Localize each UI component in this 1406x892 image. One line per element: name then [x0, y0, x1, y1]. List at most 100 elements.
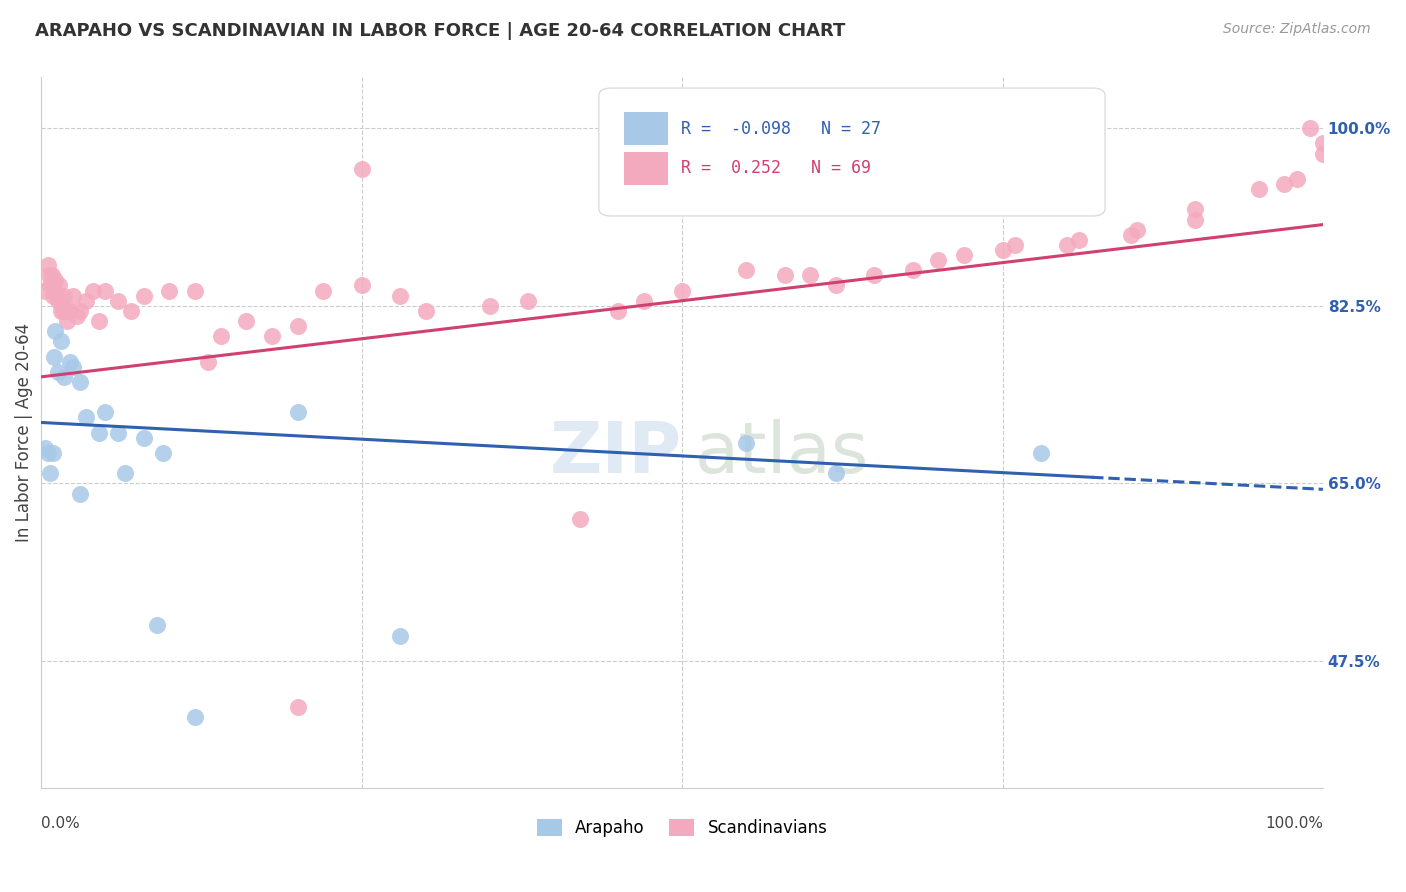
Point: [1056, 238, 1078, 252]
Point: [633, 293, 655, 308]
Point: [62, 359, 84, 374]
Point: [1004, 238, 1026, 252]
Point: [75, 293, 97, 308]
Point: [46, 365, 69, 379]
Point: [45, 288, 67, 302]
Point: [184, 284, 207, 298]
Point: [991, 243, 1014, 257]
Point: [235, 314, 257, 328]
Point: [69, 486, 91, 500]
Point: [1184, 212, 1206, 227]
Point: [568, 512, 591, 526]
Point: [94, 405, 117, 419]
Point: [44, 324, 66, 338]
Point: [799, 268, 821, 283]
Point: [44, 284, 66, 298]
Point: [260, 329, 283, 343]
Point: [671, 284, 693, 298]
Point: [1126, 222, 1149, 236]
Text: ZIP: ZIP: [550, 419, 682, 489]
Bar: [624, 152, 668, 185]
Point: [1286, 172, 1309, 186]
Point: [389, 288, 412, 302]
Point: [44, 273, 66, 287]
Point: [773, 268, 796, 283]
Point: [107, 425, 129, 440]
Point: [34, 284, 56, 298]
Point: [37, 446, 59, 460]
Point: [37, 258, 59, 272]
Point: [863, 268, 886, 283]
Bar: [624, 112, 668, 145]
Text: 100.0%: 100.0%: [1265, 816, 1323, 831]
Point: [62, 288, 84, 302]
Point: [312, 284, 335, 298]
Point: [69, 303, 91, 318]
Text: ARAPAHO VS SCANDINAVIAN IN LABOR FORCE | AGE 20-64 CORRELATION CHART: ARAPAHO VS SCANDINAVIAN IN LABOR FORCE |…: [35, 22, 845, 40]
Point: [66, 309, 89, 323]
Point: [927, 253, 949, 268]
Legend: Arapaho, Scandinavians: Arapaho, Scandinavians: [530, 812, 834, 844]
Point: [44, 350, 66, 364]
Point: [132, 431, 155, 445]
Point: [39, 278, 62, 293]
Point: [287, 405, 309, 419]
Point: [75, 410, 97, 425]
Point: [55, 303, 77, 318]
Point: [53, 369, 76, 384]
Point: [48, 278, 70, 293]
Point: [58, 354, 80, 368]
Point: [517, 293, 540, 308]
Point: [607, 303, 630, 318]
Point: [1029, 446, 1052, 460]
Point: [82, 284, 104, 298]
Point: [901, 263, 924, 277]
Point: [42, 446, 65, 460]
Text: R =  -0.098   N = 27: R = -0.098 N = 27: [681, 120, 880, 137]
Point: [53, 288, 76, 302]
Text: atlas: atlas: [695, 419, 869, 489]
Point: [1119, 227, 1142, 242]
Point: [49, 303, 72, 318]
Point: [389, 629, 412, 643]
Point: [953, 248, 976, 262]
Point: [209, 329, 232, 343]
Point: [107, 293, 129, 308]
Point: [1312, 136, 1334, 151]
Point: [825, 467, 848, 481]
Point: [49, 334, 72, 349]
Point: [38, 268, 60, 283]
Text: Source: ZipAtlas.com: Source: ZipAtlas.com: [1223, 22, 1371, 37]
Point: [152, 446, 174, 460]
Point: [1247, 182, 1270, 196]
Point: [287, 319, 309, 334]
Point: [52, 303, 75, 318]
Point: [1312, 146, 1334, 161]
Text: 0.0%: 0.0%: [41, 816, 80, 831]
Point: [735, 263, 758, 277]
Point: [41, 268, 63, 283]
Point: [69, 375, 91, 389]
Point: [350, 161, 373, 176]
Point: [415, 303, 437, 318]
Point: [287, 699, 309, 714]
Point: [42, 288, 65, 302]
FancyBboxPatch shape: [599, 88, 1105, 216]
Point: [87, 314, 110, 328]
Point: [197, 354, 219, 368]
Point: [478, 299, 501, 313]
Point: [46, 293, 69, 308]
Point: [1274, 177, 1296, 191]
Point: [87, 425, 110, 440]
Point: [1299, 121, 1322, 136]
Point: [39, 467, 62, 481]
Point: [34, 441, 56, 455]
Point: [114, 467, 136, 481]
Point: [56, 314, 79, 328]
Point: [735, 435, 758, 450]
Point: [1184, 202, 1206, 217]
Y-axis label: In Labor Force | Age 20-64: In Labor Force | Age 20-64: [15, 323, 32, 542]
Point: [159, 284, 181, 298]
Point: [51, 299, 73, 313]
Point: [145, 618, 167, 632]
